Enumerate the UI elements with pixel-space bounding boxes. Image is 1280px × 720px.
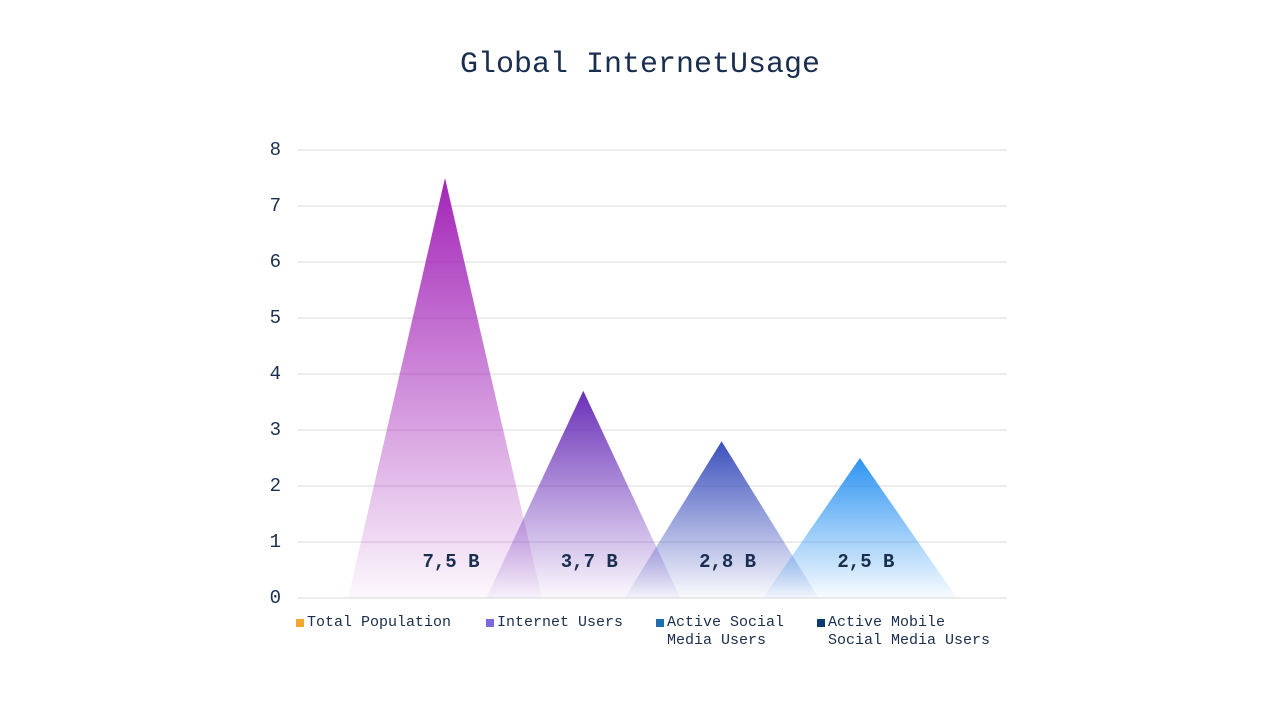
y-tick-label: 5 <box>270 307 281 329</box>
triangle <box>624 441 819 598</box>
value-label: 2,8 B <box>699 551 756 573</box>
triangle <box>486 390 681 598</box>
legend: Total Population Internet Users Active Soc… <box>296 614 1007 650</box>
y-tick-label: 0 <box>270 587 281 609</box>
value-label: 3,7 B <box>561 551 618 573</box>
y-tick-label: 8 <box>270 139 281 161</box>
y-tick-label: 4 <box>270 363 281 385</box>
y-tick-label: 6 <box>270 251 281 273</box>
y-tick-label: 2 <box>270 475 281 497</box>
legend-item: Internet Users <box>486 614 656 650</box>
legend-label: Active Mobile Social Media Users <box>828 614 991 649</box>
legend-item: Total Population <box>296 614 486 650</box>
legend-label: Active Social Media Users <box>667 614 785 649</box>
y-tick-label: 1 <box>270 531 281 553</box>
triangle <box>348 178 542 598</box>
legend-swatch <box>486 619 494 627</box>
chart-title: Global InternetUsage <box>460 48 820 82</box>
legend-swatch <box>817 619 825 627</box>
y-tick-label: 7 <box>270 195 281 217</box>
triangle <box>762 458 957 598</box>
legend-item: Active Social Media Users <box>656 614 817 650</box>
legend-label: Total Population <box>307 614 452 631</box>
y-tick-label: 3 <box>270 419 281 441</box>
value-label: 7,5 B <box>422 551 479 573</box>
legend-swatch <box>296 619 304 627</box>
value-label: 2,5 B <box>837 551 894 573</box>
legend-label: Internet Users <box>497 614 624 631</box>
legend-swatch <box>656 619 664 627</box>
legend-item: Active Mobile Social Media Users <box>817 614 1007 650</box>
